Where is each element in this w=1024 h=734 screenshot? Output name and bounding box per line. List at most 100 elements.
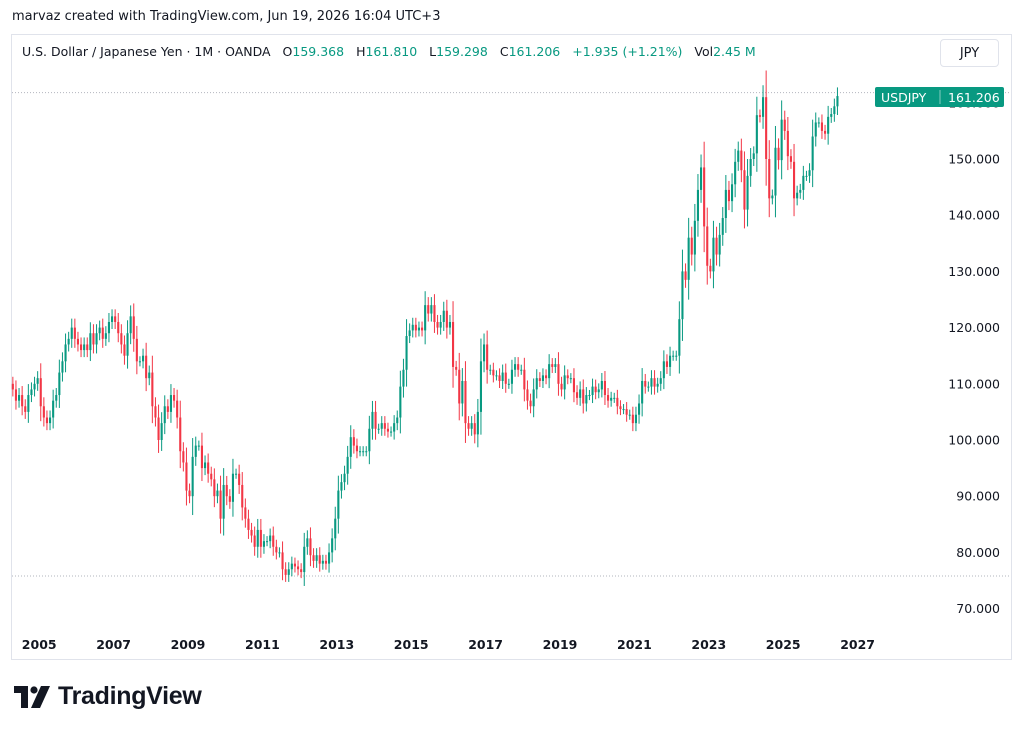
candle-body	[154, 406, 157, 418]
attribution-text: marvaz created with TradingView.com, Jun…	[12, 9, 441, 24]
candle-body	[594, 386, 597, 393]
candle-body	[603, 380, 607, 396]
candle-body	[371, 411, 374, 429]
candle	[473, 414, 476, 444]
candle	[321, 554, 324, 570]
candle-body	[510, 369, 514, 384]
candle-body	[436, 321, 439, 328]
candle	[129, 305, 132, 345]
candle-body	[200, 445, 204, 469]
candle-body	[486, 344, 489, 370]
candle-body	[331, 538, 334, 553]
candle-body	[352, 437, 355, 446]
candle	[749, 148, 752, 187]
candle	[811, 119, 814, 188]
candle	[14, 380, 18, 410]
candle	[771, 189, 774, 205]
y-tick-label: 70.000	[956, 601, 1000, 616]
candle-body	[284, 569, 287, 575]
candle-body	[771, 195, 774, 199]
y-tick-label: 140.000	[948, 208, 1000, 223]
candle	[458, 352, 461, 421]
x-tick-label: 2021	[617, 637, 652, 652]
tradingview-logo[interactable]: TradingView	[14, 682, 202, 711]
candle	[727, 180, 731, 211]
candle-body	[665, 361, 669, 367]
candle-body	[203, 462, 207, 469]
candle	[448, 314, 452, 335]
candle-body	[145, 355, 148, 379]
x-tick-label: 2015	[394, 637, 429, 652]
candle	[495, 370, 498, 381]
candle	[188, 483, 191, 504]
candle-body	[796, 192, 799, 199]
candle-body	[225, 484, 228, 497]
candle-body	[120, 333, 123, 345]
candle	[154, 397, 157, 427]
candle	[628, 409, 631, 420]
candle-body	[83, 344, 86, 351]
candle-body	[269, 535, 272, 542]
candle	[166, 399, 169, 419]
candle	[117, 312, 120, 343]
candle-body	[814, 122, 817, 137]
candle	[820, 114, 824, 139]
candle-body	[383, 423, 386, 429]
candle	[637, 394, 641, 424]
candle-body	[92, 333, 95, 345]
symbol-description[interactable]: U.S. Dollar / Japanese Yen · 1M · OANDA	[22, 44, 271, 59]
candle-body	[501, 372, 504, 381]
candle-body	[45, 417, 49, 424]
candle-body	[377, 428, 380, 430]
currency-button[interactable]: JPY	[940, 39, 999, 67]
candle	[275, 539, 278, 560]
candle	[114, 309, 117, 330]
candle-body	[619, 406, 622, 410]
candle	[783, 110, 786, 140]
high-label: H	[356, 44, 366, 59]
x-tick-label: 2009	[171, 637, 206, 652]
candle-body	[777, 147, 780, 161]
candle-body	[656, 383, 659, 387]
candle-body	[678, 319, 681, 356]
candle	[523, 357, 526, 402]
candle-body	[709, 265, 712, 272]
candle	[634, 406, 638, 432]
candle-body	[98, 327, 101, 334]
candle	[433, 294, 436, 333]
candle-body	[455, 366, 458, 370]
candle-body	[380, 423, 383, 429]
candle-body	[315, 555, 318, 561]
candle-body	[582, 389, 585, 404]
candle-body	[442, 310, 445, 322]
candle-body	[169, 395, 173, 412]
candle	[817, 117, 820, 128]
candle-body	[715, 237, 718, 255]
candle	[73, 318, 76, 348]
candle	[594, 379, 597, 400]
candle	[572, 368, 576, 403]
candle	[123, 335, 126, 365]
candle	[24, 399, 27, 419]
candle	[442, 301, 445, 331]
chart-frame	[11, 34, 1012, 660]
candle	[479, 338, 483, 435]
candle-body	[386, 428, 390, 432]
x-tick-label: 2019	[543, 637, 578, 652]
candle-body	[160, 423, 163, 440]
candle	[455, 360, 458, 376]
candle	[585, 387, 588, 412]
candle-body	[365, 451, 368, 453]
candle	[613, 392, 616, 403]
candle-body	[687, 237, 690, 280]
candle-body	[414, 324, 417, 331]
candle-body	[768, 159, 771, 199]
candle-body	[141, 355, 145, 362]
candle	[724, 175, 727, 233]
volume-value: 2.45 M	[713, 44, 756, 59]
price-tag-value: 161.206	[948, 90, 1000, 105]
candle-body	[110, 316, 114, 322]
candle-body	[458, 369, 461, 404]
candle	[293, 557, 297, 573]
